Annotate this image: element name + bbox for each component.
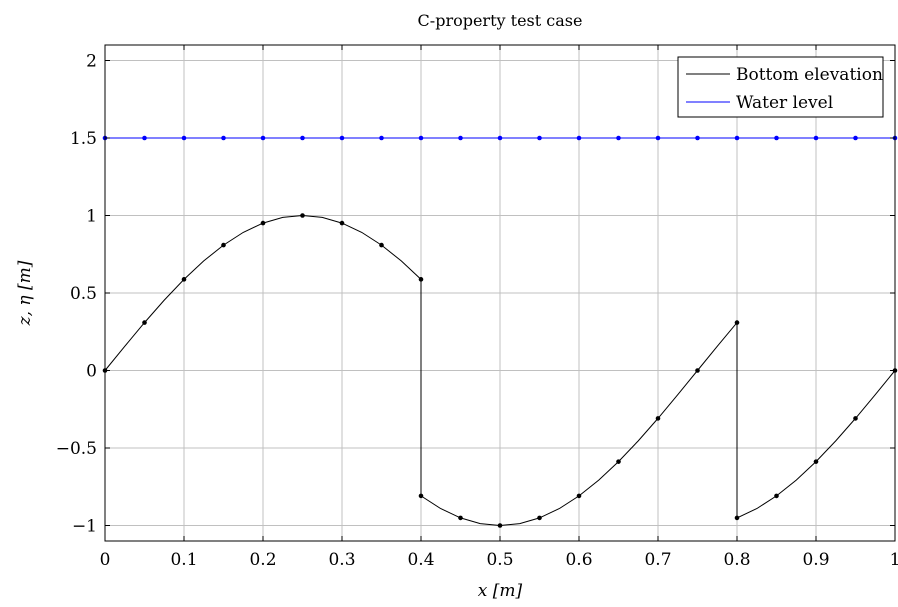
y-tick-label: 0.5 [70,284,97,304]
data-point-bottom-elevation [853,416,858,421]
x-tick-label: 1 [890,550,898,570]
data-point-water-level [616,135,621,141]
x-tick-label: 0.2 [249,550,276,570]
y-tick-label: 0 [86,362,97,382]
legend: Bottom elevation Water level [677,56,884,118]
data-point-water-level [458,135,463,141]
y-axis-title: z, η [m] [15,260,35,326]
data-point-bottom-elevation [221,242,226,248]
data-point-water-level [813,135,819,141]
data-point-bottom-elevation [300,213,305,218]
data-point-water-level [300,135,305,141]
data-point-water-level [142,135,147,141]
y-tick-label: −0.5 [56,439,97,459]
x-tick-label: 0 [100,550,111,570]
chart-title: C-property test case [418,11,583,30]
data-point-bottom-elevation [616,459,621,464]
data-point-bottom-elevation [142,320,147,325]
x-tick-label: 0.4 [407,550,434,570]
data-point-bottom-elevation [655,416,661,421]
data-point-bottom-elevation [458,515,463,521]
y-tick-label: 1 [86,207,97,227]
data-point-bottom-elevation [181,277,187,282]
data-point-water-level [418,135,424,141]
data-point-bottom-elevation [774,493,779,499]
data-point-bottom-elevation [695,368,700,373]
data-point-water-level [339,135,345,141]
data-point-water-level [260,135,266,141]
data-point-water-level [655,135,661,141]
data-point-bottom-elevation [537,515,542,521]
data-point-water-level [734,135,740,141]
data-point-bottom-elevation [260,220,266,226]
x-tick-label: 0.7 [644,550,671,570]
data-point-bottom-elevation [339,220,345,226]
data-point-bottom-elevation [734,515,740,521]
data-point-water-level [576,135,582,141]
data-point-bottom-elevation [734,320,740,325]
y-tick-label: −1 [72,517,97,537]
x-tick-label: 0.6 [565,550,592,570]
series-layer [102,135,898,528]
data-point-water-level [181,135,187,141]
data-point-water-level [774,135,779,141]
data-point-bottom-elevation [418,277,424,282]
data-point-water-level [695,135,700,141]
tick-layer: 0 0.1 0.2 0.3 0.4 0.5 0.6 0.7 0.8 0.9 1 −1 −0.5 0 0.5 1… [56,45,898,570]
data-point-water-level [221,135,226,141]
x-tick-label: 0.8 [723,550,750,570]
data-point-water-level [853,135,858,141]
grid-layer [104,45,896,541]
x-tick-label: 0.1 [170,550,197,570]
data-point-bottom-elevation [576,493,582,499]
y-tick-label: 1.5 [70,129,97,149]
data-point-water-level [537,135,542,141]
legend-box [677,56,884,118]
x-tick-label: 0.5 [486,550,513,570]
data-point-water-level [497,135,503,141]
legend-label-water-level: Water level [736,93,833,113]
data-point-bottom-elevation [813,459,819,464]
data-point-bottom-elevation [497,523,503,528]
x-tick-label: 0.3 [328,550,355,570]
data-point-bottom-elevation [418,493,424,499]
data-point-water-level [379,135,384,141]
x-axis-title: x [m] [478,581,523,601]
data-point-bottom-elevation [379,242,384,248]
y-tick-label: 2 [86,52,97,72]
x-tick-label: 0.9 [802,550,829,570]
legend-label-bottom-elevation: Bottom elevation [736,65,883,85]
